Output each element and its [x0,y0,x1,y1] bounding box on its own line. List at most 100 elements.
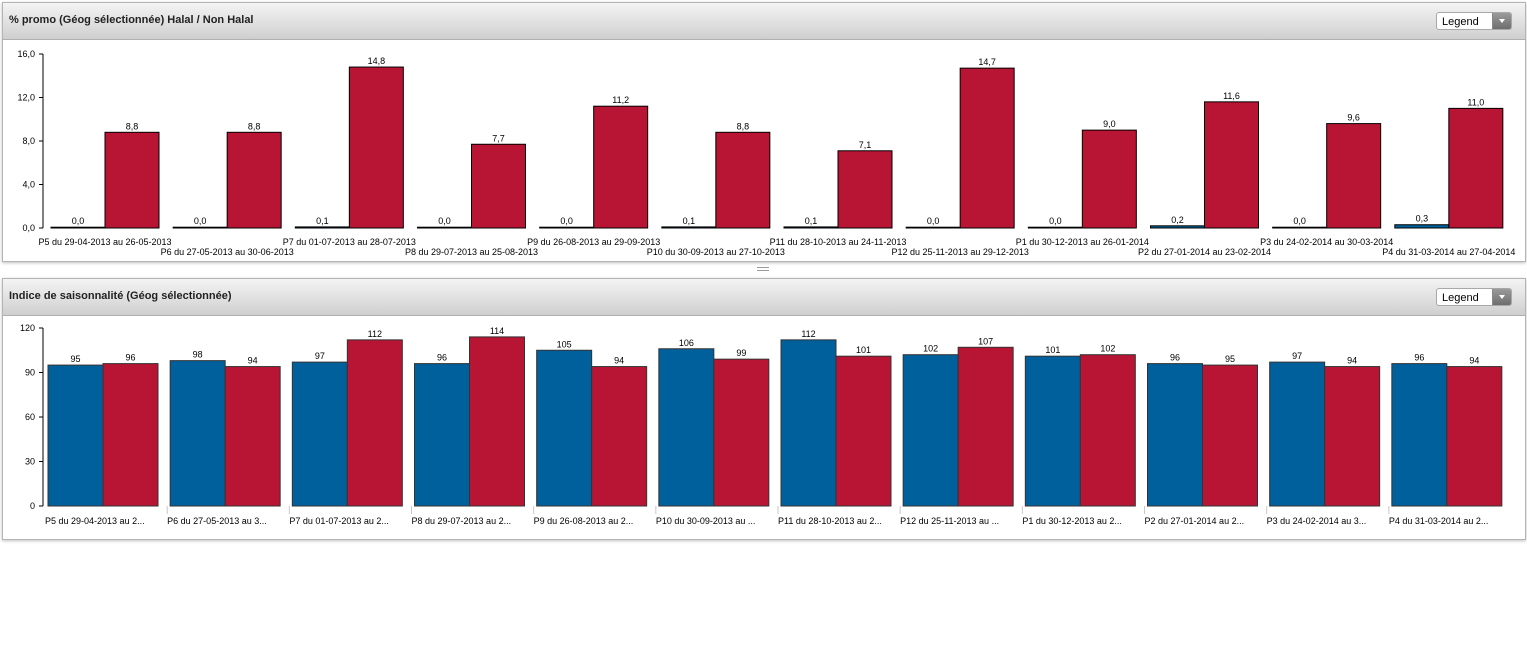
seasonality-data-label: 112 [368,329,382,339]
seasonality-bar-series-b [224,366,281,507]
seasonality-category-label: P9 du 26-08-2013 au 2... [534,516,634,526]
promo-data-label: 11,0 [1467,97,1484,107]
seasonality-bar-series-b [469,336,525,507]
promo-data-label: 0,0 [1049,216,1062,226]
seasonality-y-tick-label: 0 [30,501,35,511]
seasonality-category-label: P1 du 30-12-2013 au 2... [1022,516,1122,526]
seasonality-bar-series-b [591,366,648,507]
promo-category-label: P9 du 26-08-2013 au 29-09-2013 [527,237,660,247]
promo-bar-series-b [104,131,160,229]
promo-bar-series-a [172,226,228,229]
promo-bar-series-a [417,226,472,229]
seasonality-bar-series-a [47,364,104,507]
seasonality-bar-series-b [1446,366,1503,507]
seasonality-data-label: 107 [978,336,993,346]
promo-y-tick-label: 0,0 [22,223,35,233]
promo-chart-panel: % promo (Géog sélectionnée) Halal / Non … [2,2,1526,262]
promo-bar-series-b [715,131,771,229]
seasonality-category-label: P4 du 31-03-2014 au 2... [1389,516,1489,526]
promo-data-label: 0,0 [194,216,207,226]
promo-bar-series-b [471,143,526,229]
seasonality-data-label: 96 [1170,353,1180,363]
seasonality-bar-series-a [1391,363,1448,507]
promo-bar-series-b [226,131,282,229]
seasonality-data-label: 105 [557,339,572,349]
promo-data-label: 0,0 [1293,216,1306,226]
seasonality-data-label: 101 [1045,345,1060,355]
promo-data-label: 0,1 [805,216,818,226]
seasonality-data-label: 106 [679,338,694,348]
promo-data-label: 11,6 [1223,91,1240,101]
promo-data-label: 8,8 [737,121,750,131]
promo-bar-series-a [1150,225,1205,229]
promo-bar-series-a [50,226,106,229]
promo-bar-series-a [905,226,961,229]
promo-data-label: 0,1 [316,216,329,226]
promo-bar-chart: 0,0 4,0 8,0 12,0 16,0 0,0 8,8 P5 du 29-04-2013 … [17,49,1515,257]
chevron-down-icon[interactable] [1492,289,1511,305]
promo-category-label: P11 du 28-10-2013 au 24-11-2013 [770,237,907,247]
promo-bar-series-a [1027,226,1083,229]
promo-category-label: P1 du 30-12-2013 au 26-01-2014 [1016,237,1149,247]
seasonality-bar-series-a [1147,363,1203,507]
seasonality-data-label: 94 [1469,356,1479,366]
promo-data-label: 7,1 [859,140,872,150]
promo-bar-series-b [1204,101,1259,229]
promo-category-label: P4 du 31-03-2014 au 27-04-2014 [1382,247,1515,257]
seasonality-chart-panel: Indice de saisonnalité (Géog sélectionné… [2,278,1526,540]
seasonality-data-label: 99 [736,348,746,358]
seasonality-bar-series-a [536,349,593,507]
seasonality-bar-series-a [780,339,837,507]
seasonality-y-tick-label: 90 [25,368,35,378]
promo-data-label: 0,0 [72,216,85,226]
seasonality-bar-series-a [291,361,348,507]
promo-legend-label: Legend [1442,16,1479,28]
seasonality-legend-dropdown[interactable]: Legend [1436,288,1512,306]
seasonality-bar-series-b [1079,354,1136,507]
promo-y-tick-label: 4,0 [22,180,35,190]
seasonality-bar-series-b [102,363,159,507]
seasonality-bar-series-a [1024,355,1081,507]
promo-data-label: 0,0 [560,216,573,226]
seasonality-chart-header: Indice de saisonnalité (Géog sélectionné… [3,279,1525,316]
seasonality-bar-series-b [1324,366,1381,507]
promo-data-label: 9,0 [1103,119,1116,129]
seasonality-data-label: 96 [125,353,135,363]
promo-bar-series-b [1081,129,1137,229]
promo-category-label: P6 du 27-05-2013 au 30-06-2013 [161,247,294,257]
promo-data-label: 8,8 [248,121,261,131]
promo-data-label: 0,0 [927,216,940,226]
promo-bar-series-a [294,226,350,229]
seasonality-data-label: 102 [923,344,938,354]
seasonality-category-label: P3 du 24-02-2014 au 3... [1267,516,1367,526]
seasonality-data-label: 95 [70,354,80,364]
promo-category-label: P2 du 27-01-2014 au 23-02-2014 [1138,247,1271,257]
seasonality-chart-title: Indice de saisonnalité (Géog sélectionné… [9,290,232,302]
seasonality-category-label: P7 du 01-07-2013 au 2... [289,516,389,526]
promo-data-label: 0,1 [683,216,696,226]
promo-legend-dropdown[interactable]: Legend [1436,12,1512,30]
seasonality-bar-series-b [346,339,403,507]
seasonality-bar-series-b [957,346,1014,507]
chevron-down-icon[interactable] [1492,13,1511,29]
promo-category-label: P3 du 24-02-2014 au 30-03-2014 [1260,237,1393,247]
promo-bar-series-b [1448,107,1504,229]
promo-category-label: P5 du 29-04-2013 au 26-05-2013 [38,237,171,247]
seasonality-y-tick-label: 60 [25,412,35,422]
seasonality-data-label: 97 [315,351,325,361]
promo-y-tick-label: 12,0 [17,93,35,103]
promo-bar-series-b [593,105,649,229]
seasonality-bar-series-b [713,358,770,507]
promo-data-label: 7,7 [492,133,505,143]
promo-category-label: P10 du 30-09-2013 au 27-10-2013 [647,247,785,257]
promo-category-label: P7 du 01-07-2013 au 28-07-2013 [283,237,416,247]
promo-data-label: 9,6 [1347,113,1360,123]
seasonality-bar-series-a [1269,361,1326,507]
seasonality-data-label: 96 [437,353,447,363]
panel-resize-handle[interactable] [757,267,769,271]
seasonality-legend-label: Legend [1442,292,1479,304]
promo-bar-series-a [783,226,839,229]
seasonality-data-label: 114 [490,326,504,336]
seasonality-bar-series-a [658,348,715,507]
seasonality-y-tick-label: 120 [20,323,35,333]
